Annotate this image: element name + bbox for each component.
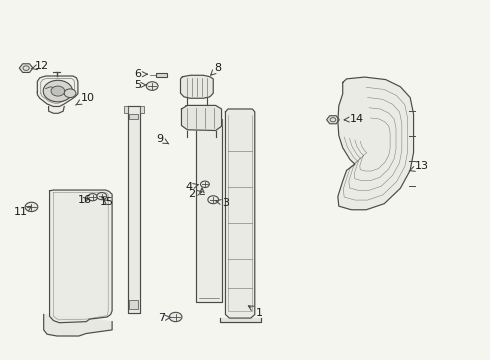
Polygon shape (225, 109, 255, 318)
Text: 3: 3 (216, 198, 229, 208)
Text: 6: 6 (134, 69, 147, 79)
FancyBboxPatch shape (129, 114, 139, 119)
Circle shape (43, 80, 73, 102)
Polygon shape (128, 107, 140, 313)
Polygon shape (49, 107, 64, 113)
Circle shape (208, 196, 219, 204)
Text: 16: 16 (78, 195, 92, 205)
FancyBboxPatch shape (129, 300, 139, 309)
Circle shape (64, 89, 76, 98)
Circle shape (25, 202, 38, 212)
Text: 12: 12 (32, 61, 49, 71)
Text: 4: 4 (185, 182, 198, 192)
Polygon shape (19, 64, 33, 72)
FancyBboxPatch shape (140, 107, 144, 113)
Polygon shape (338, 77, 414, 210)
Polygon shape (37, 76, 78, 107)
FancyBboxPatch shape (156, 73, 167, 77)
Text: 13: 13 (409, 161, 429, 171)
Circle shape (97, 193, 107, 200)
Text: 9: 9 (156, 134, 169, 144)
Polygon shape (196, 119, 221, 302)
Polygon shape (44, 315, 112, 336)
Circle shape (169, 312, 182, 321)
Polygon shape (181, 105, 221, 131)
Polygon shape (220, 318, 261, 322)
Circle shape (51, 86, 65, 96)
Text: 2: 2 (188, 189, 202, 199)
Circle shape (147, 82, 158, 90)
FancyBboxPatch shape (124, 107, 128, 113)
Text: 1: 1 (248, 306, 263, 318)
Text: 8: 8 (211, 63, 221, 75)
Text: 11: 11 (14, 206, 31, 217)
Circle shape (200, 181, 209, 188)
Polygon shape (49, 190, 112, 323)
Text: 14: 14 (344, 114, 365, 124)
Text: 10: 10 (75, 93, 95, 105)
Circle shape (88, 194, 98, 201)
Text: 15: 15 (100, 197, 114, 207)
Text: 5: 5 (134, 80, 147, 90)
Polygon shape (327, 116, 339, 124)
Polygon shape (180, 75, 213, 98)
Text: 7: 7 (158, 313, 171, 323)
